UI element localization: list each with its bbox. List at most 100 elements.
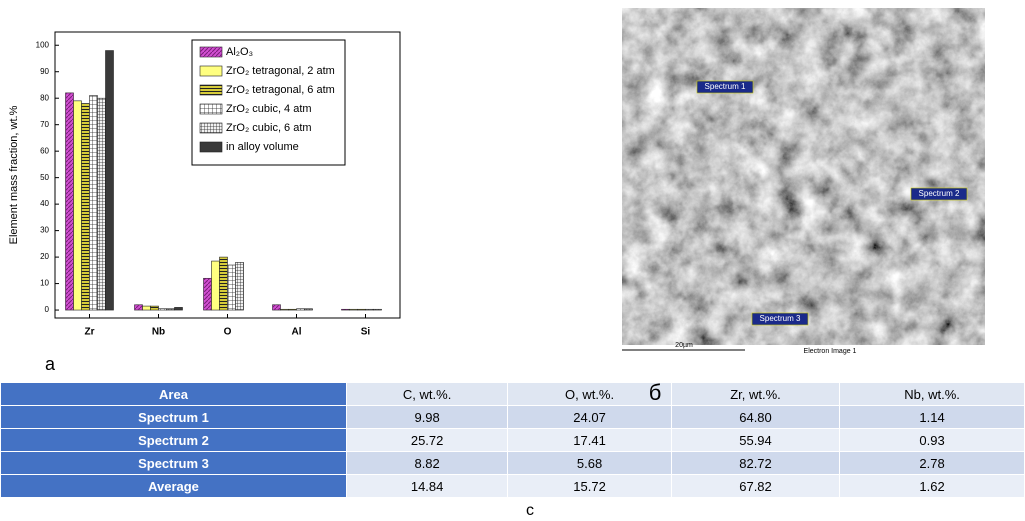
bar-hatch — [166, 308, 175, 311]
y-tick-label: 70 — [40, 120, 49, 129]
bar-hatch — [357, 309, 366, 311]
table-cell: Spectrum 3 — [0, 451, 347, 475]
x-tick-label: Si — [361, 327, 371, 338]
bar-hatch — [373, 309, 382, 311]
bar-hatch — [203, 278, 212, 311]
spectrum-label: Spectrum 3 — [760, 314, 801, 323]
spectrum-box — [910, 187, 968, 201]
bar-hatch — [365, 309, 374, 311]
bar-hatch — [349, 309, 358, 311]
y-tick-label: 40 — [40, 199, 49, 208]
table-row: Spectrum 2 25.72 17.41 55.94 0.93 — [0, 428, 1025, 452]
bar-hatch — [134, 304, 143, 311]
table-cell: 55.94 — [670, 428, 841, 452]
legend-label: ZrO₂ cubic, 6 atm — [226, 122, 312, 134]
sem-image — [622, 8, 985, 345]
bar-hatch — [219, 257, 228, 311]
legend-label: ZrO₂ tetragonal, 2 atm — [226, 65, 335, 77]
scale-label: 20µm — [675, 342, 693, 349]
bar-hatch — [341, 309, 350, 311]
legend-label: in alloy volume — [226, 141, 299, 153]
x-tick-label: Nb — [152, 327, 165, 338]
bar-hatch — [97, 98, 106, 311]
x-tick-label: Al — [292, 327, 302, 338]
bar-hatch — [89, 95, 98, 311]
y-tick-label: 100 — [36, 40, 50, 49]
y-tick-label: 80 — [40, 93, 49, 102]
table-row: Spectrum 3 8.82 5.68 82.72 2.78 — [0, 451, 1025, 475]
y-tick-label: 30 — [40, 226, 49, 235]
bar-hatch — [150, 306, 159, 311]
table-cell: 14.84 — [345, 474, 509, 498]
bar-hatch — [142, 306, 151, 311]
legend-hatch — [200, 142, 222, 152]
figure: Element mass fraction, wt.% a 20µm Elect… — [8, 8, 985, 374]
table-cell: 8.82 — [345, 451, 509, 475]
bar-hatch — [174, 307, 183, 311]
table-cell: 24.07 — [507, 405, 672, 429]
legend-label: ZrO₂ cubic, 4 atm — [226, 103, 312, 115]
legend-label: ZrO₂ tetragonal, 6 atm — [226, 84, 335, 96]
y-tick-label: 50 — [40, 173, 49, 182]
table-cell: 82.72 — [670, 451, 841, 475]
spectrum-label: Spectrum 1 — [705, 82, 746, 91]
table-cell: O, wt.%. — [507, 382, 672, 406]
table-cell: 64.80 — [670, 405, 841, 429]
table-cell: Zr, wt.%. — [670, 382, 841, 406]
bar-hatch — [227, 265, 236, 311]
table-cell: 15.72 — [507, 474, 672, 498]
x-tick-label: Zr — [85, 327, 95, 338]
table-cell: 9.98 — [345, 405, 509, 429]
image-caption: Electron Image 1 — [804, 348, 857, 355]
table-cell: 1.14 — [839, 405, 1025, 429]
panel-label: c — [526, 502, 534, 519]
bar-hatch — [73, 100, 82, 311]
y-axis-label: Element mass fraction, wt.% — [8, 105, 20, 244]
bar-hatch — [272, 304, 281, 311]
table-cell: C, wt.%. — [345, 382, 509, 406]
table-cell: 17.41 — [507, 428, 672, 452]
y-tick-label: 60 — [40, 146, 49, 155]
bar-hatch — [296, 308, 305, 311]
bar-hatch — [280, 309, 289, 311]
table-cell: Spectrum 2 — [0, 428, 347, 452]
legend-label: Al₂O₃ — [226, 46, 253, 58]
y-tick-label: 20 — [40, 252, 49, 261]
bar-hatch — [211, 261, 220, 311]
table-cell: 67.82 — [670, 474, 841, 498]
bar-hatch — [81, 103, 90, 311]
x-tick-label: O — [224, 327, 232, 338]
table-cell: Area — [0, 382, 347, 406]
bar-hatch — [158, 308, 167, 311]
legend-hatch — [200, 85, 222, 95]
bar-hatch — [65, 92, 74, 311]
table-cell: 1.62 — [839, 474, 1025, 498]
legend-hatch — [200, 123, 222, 133]
table-row: Area C, wt.%. O, wt.%. Zr, wt.%. Nb, wt.%. — [0, 382, 1025, 406]
bar-hatch — [235, 262, 244, 311]
table-cell: Average — [0, 474, 347, 498]
table-row: Average 14.84 15.72 67.82 1.62 — [0, 474, 1025, 498]
table-cell: 0.93 — [839, 428, 1025, 452]
spectrum-box — [751, 312, 809, 326]
y-tick-label: 10 — [40, 279, 49, 288]
data-table: Area C, wt.%. O, wt.%. Zr, wt.%. Nb, wt.%. Sp… — [0, 382, 1025, 498]
table-cell: Spectrum 1 — [0, 405, 347, 429]
bar-hatch — [105, 50, 114, 311]
legend-hatch — [200, 104, 222, 114]
panel-label: a — [45, 354, 56, 374]
y-tick-label: 90 — [40, 67, 49, 76]
bar-hatch — [288, 309, 297, 311]
table-cell: 5.68 — [507, 451, 672, 475]
spectrum-label: Spectrum 2 — [919, 189, 960, 198]
table-cell: 2.78 — [839, 451, 1025, 475]
table-row: Spectrum 1 9.98 24.07 64.80 1.14 — [0, 405, 1025, 429]
table-cell: 25.72 — [345, 428, 509, 452]
spectrum-box — [696, 80, 754, 94]
table-cell: Nb, wt.%. — [839, 382, 1025, 406]
legend-hatch — [200, 47, 222, 57]
y-tick-label: 0 — [45, 305, 50, 314]
bar-hatch — [304, 308, 313, 311]
legend-hatch — [200, 66, 222, 76]
